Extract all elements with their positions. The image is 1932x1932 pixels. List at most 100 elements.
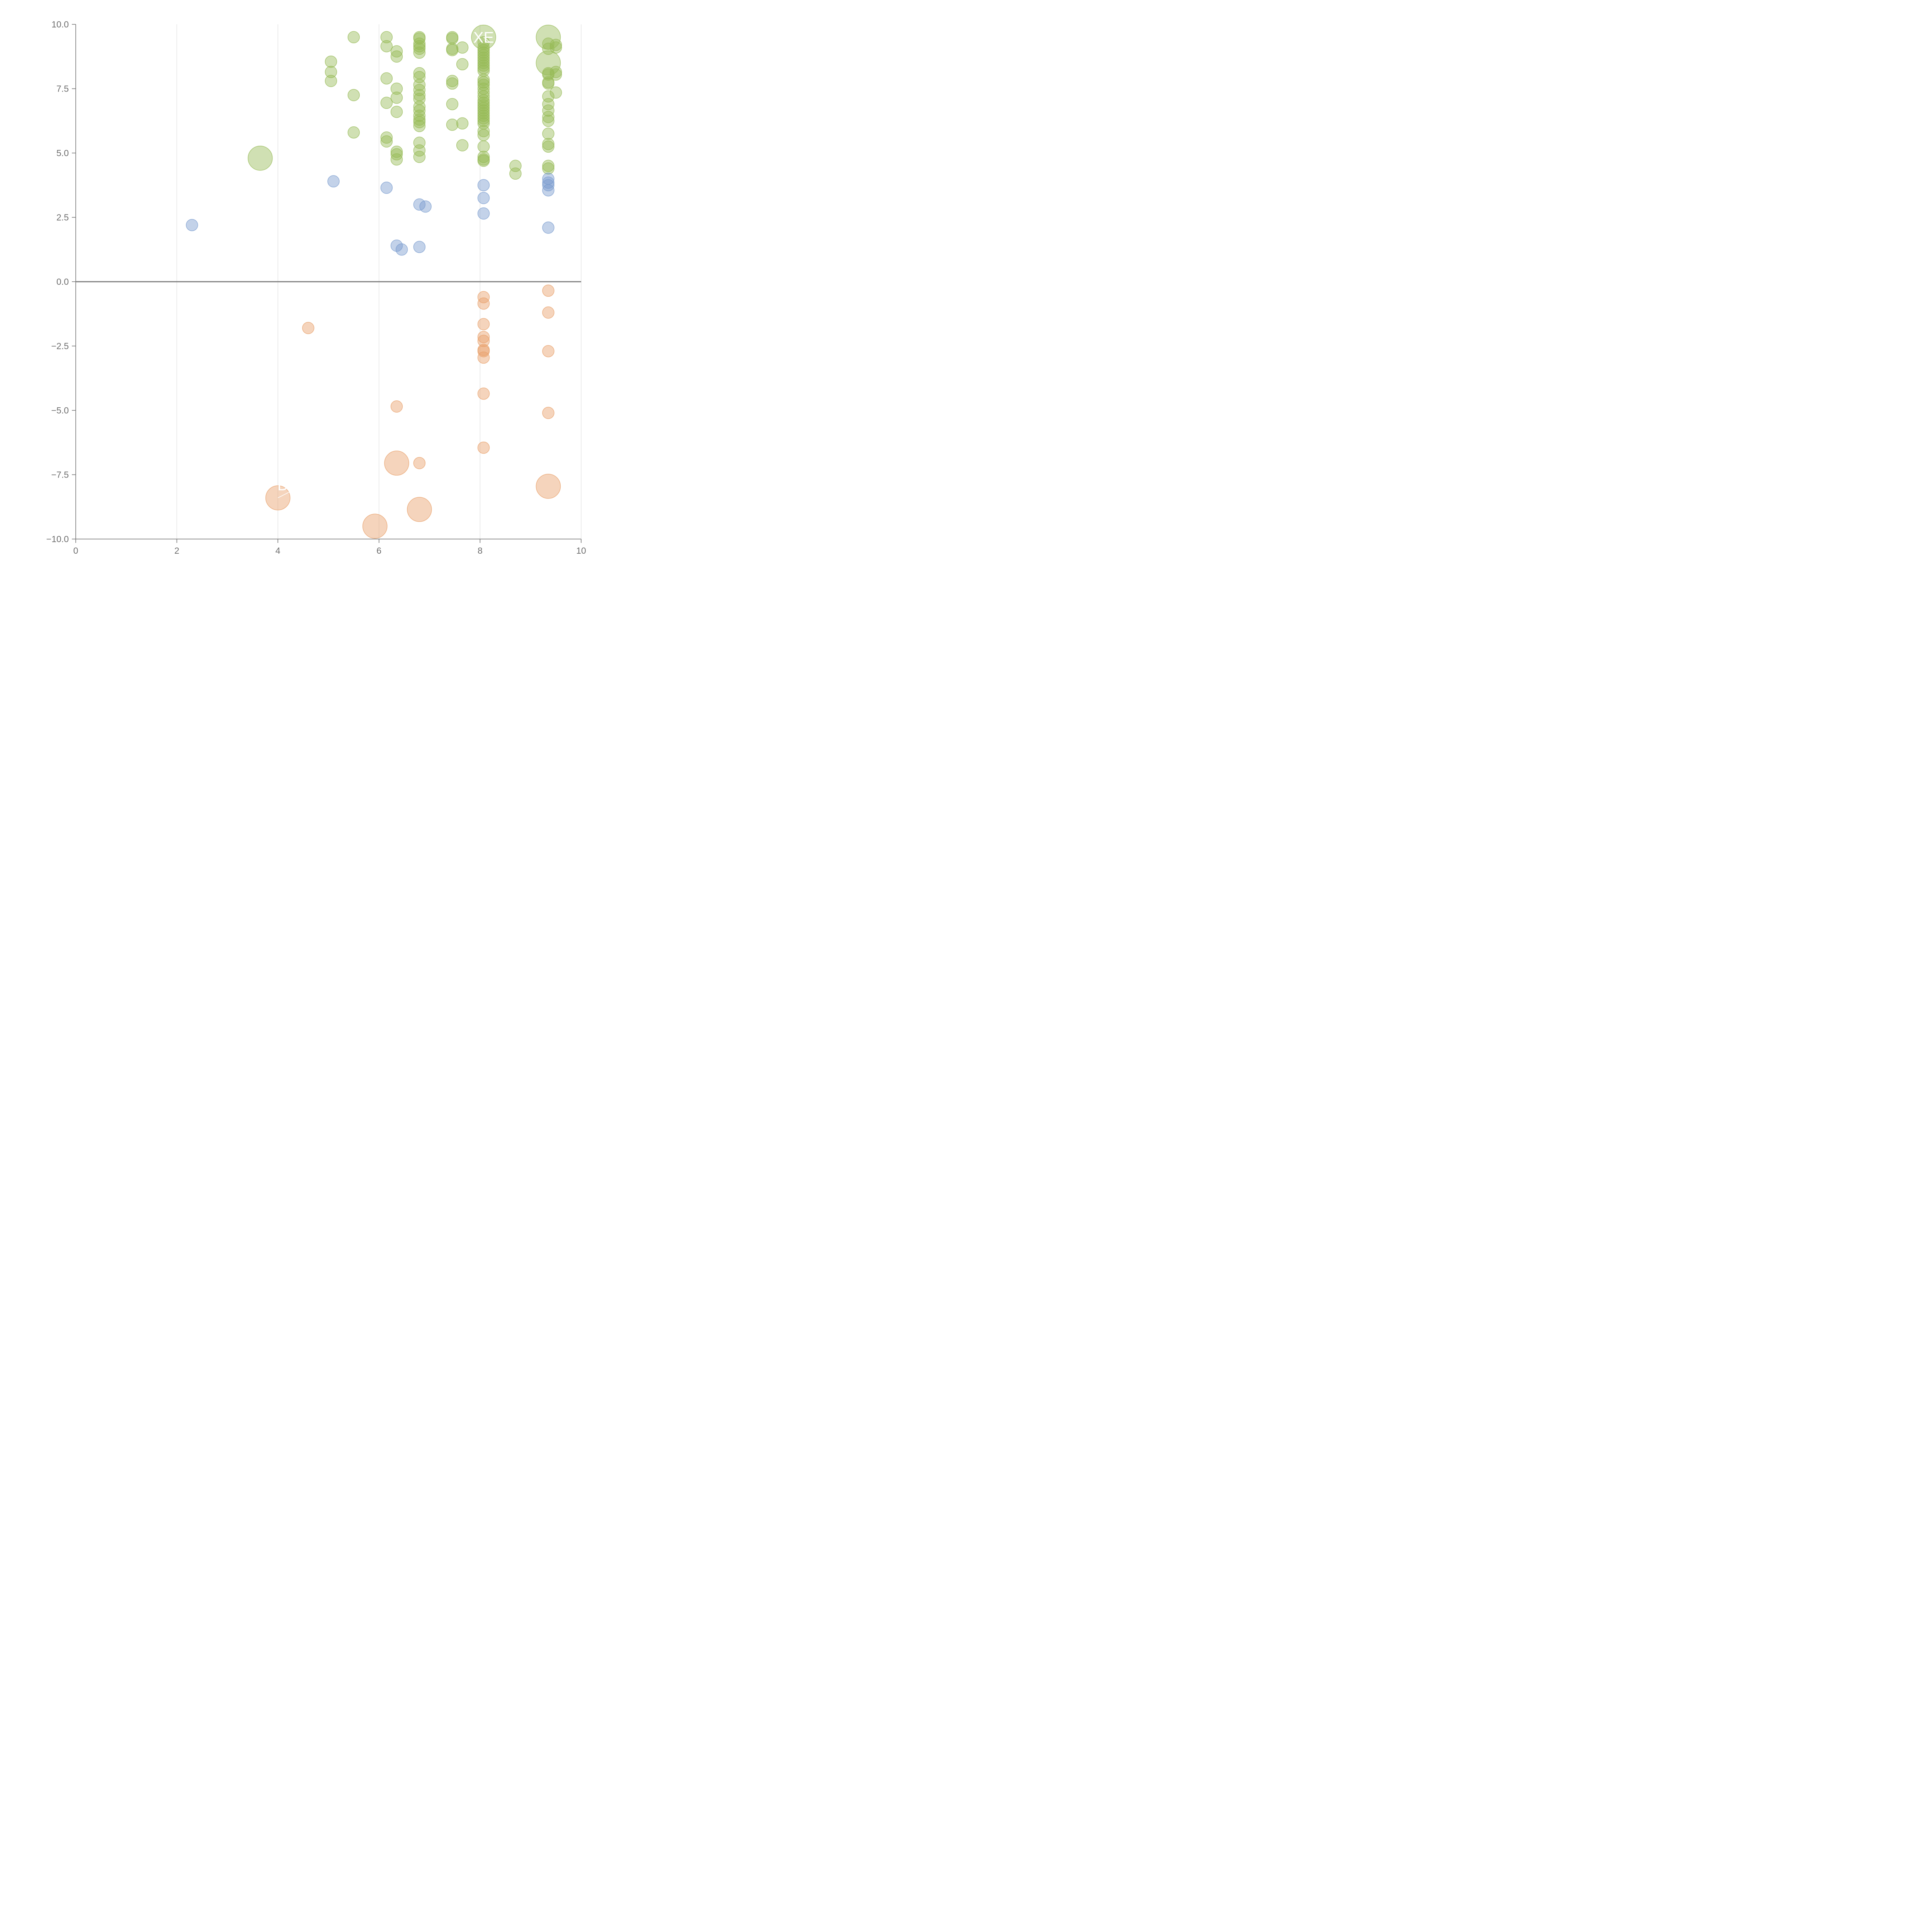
data-point xyxy=(477,291,490,303)
x-tick-label: 0 xyxy=(73,546,78,556)
y-tick-label: −10.0 xyxy=(46,534,69,544)
data-point xyxy=(477,59,490,72)
data-point xyxy=(542,138,554,150)
data-point xyxy=(380,135,393,148)
data-point xyxy=(327,175,340,188)
x-tick-label: 2 xyxy=(174,546,179,556)
data-point xyxy=(446,32,459,45)
data-point xyxy=(542,306,554,319)
data-point xyxy=(413,144,426,157)
data-point xyxy=(456,139,469,151)
data-point xyxy=(477,76,490,88)
data-point xyxy=(536,474,561,499)
data-point xyxy=(390,148,403,161)
data-point xyxy=(542,179,554,191)
x-tick-label: 10 xyxy=(576,546,586,556)
data-point xyxy=(325,55,337,68)
data-point xyxy=(477,151,490,163)
y-tick-label: 7.5 xyxy=(56,84,69,94)
data-point xyxy=(413,241,426,253)
data-point xyxy=(413,109,426,122)
data-point xyxy=(542,43,554,55)
data-point xyxy=(477,73,490,86)
data-point xyxy=(390,50,403,63)
data-point xyxy=(413,40,426,53)
data-point xyxy=(477,297,490,310)
data-point xyxy=(384,451,409,476)
data-point xyxy=(419,200,432,213)
data-point xyxy=(413,43,426,55)
data-point xyxy=(446,77,459,90)
data-point xyxy=(536,50,561,76)
data-point xyxy=(390,400,403,413)
y-tick-label: 10.0 xyxy=(51,19,69,29)
data-point xyxy=(347,31,360,44)
data-point xyxy=(380,31,393,44)
label-leader-line xyxy=(277,491,291,498)
data-point xyxy=(542,221,554,234)
data-point xyxy=(413,84,426,96)
data-point xyxy=(477,207,490,220)
data-point xyxy=(380,131,393,144)
data-point xyxy=(390,82,403,95)
data-point xyxy=(477,351,490,364)
data-point xyxy=(456,58,469,70)
data-point xyxy=(542,140,554,153)
data-point xyxy=(549,39,562,51)
data-point xyxy=(542,284,554,297)
data-point xyxy=(446,98,459,111)
y-tick-label: 0.0 xyxy=(56,277,69,287)
data-point xyxy=(186,219,198,231)
data-point xyxy=(477,318,490,330)
data-point xyxy=(446,118,459,131)
data-point xyxy=(347,126,360,139)
y-tick-label: −5.0 xyxy=(51,405,69,415)
axes: −10.0 −7.5 −5.0 −2.5 0.0 2.5 5.0 7.5 10.0 0 2 4 6 8 10 xyxy=(46,19,586,556)
point-label: XE xyxy=(473,29,494,46)
data-point xyxy=(325,66,337,78)
data-point xyxy=(477,335,490,347)
data-point xyxy=(413,113,426,126)
data-point xyxy=(380,182,393,194)
x-tick-label: 6 xyxy=(376,546,381,556)
data-point xyxy=(549,68,562,81)
data-point xyxy=(542,406,554,419)
data-point xyxy=(413,78,426,91)
data-point xyxy=(248,146,273,171)
y-tick-label: 5.0 xyxy=(56,148,69,158)
scatter-chart: −10.0 −7.5 −5.0 −2.5 0.0 2.5 5.0 7.5 10.0 0 2 4 6 8 10… xyxy=(46,19,586,556)
data-point xyxy=(536,25,561,50)
x-tick-label: 8 xyxy=(478,546,483,556)
data-point xyxy=(390,153,403,166)
data-point xyxy=(302,322,315,334)
data-point xyxy=(407,497,432,522)
data-point xyxy=(413,116,426,128)
data-point xyxy=(477,155,490,167)
data-point xyxy=(477,112,490,124)
data-point xyxy=(413,457,426,469)
data-point xyxy=(456,41,469,54)
data-point xyxy=(509,167,522,180)
data-point xyxy=(477,192,490,204)
data-point xyxy=(477,125,490,138)
data-point xyxy=(390,92,403,104)
data-point xyxy=(477,345,490,357)
data-point xyxy=(390,105,403,118)
data-point xyxy=(542,111,554,123)
data-point xyxy=(477,331,490,343)
data-point xyxy=(477,179,490,191)
data-point xyxy=(446,75,459,87)
data-point xyxy=(380,72,393,85)
data-point xyxy=(542,162,554,175)
data-point xyxy=(477,441,490,454)
data-point xyxy=(395,243,408,256)
data-point xyxy=(390,45,403,58)
data-point xyxy=(456,117,469,130)
data-point xyxy=(446,44,459,56)
y-tick-label: −2.5 xyxy=(51,341,69,351)
data-point xyxy=(413,120,426,132)
y-tick-label: −7.5 xyxy=(51,470,69,480)
point-label: D xyxy=(277,477,289,494)
data-point xyxy=(325,75,337,87)
data-point xyxy=(542,115,554,127)
